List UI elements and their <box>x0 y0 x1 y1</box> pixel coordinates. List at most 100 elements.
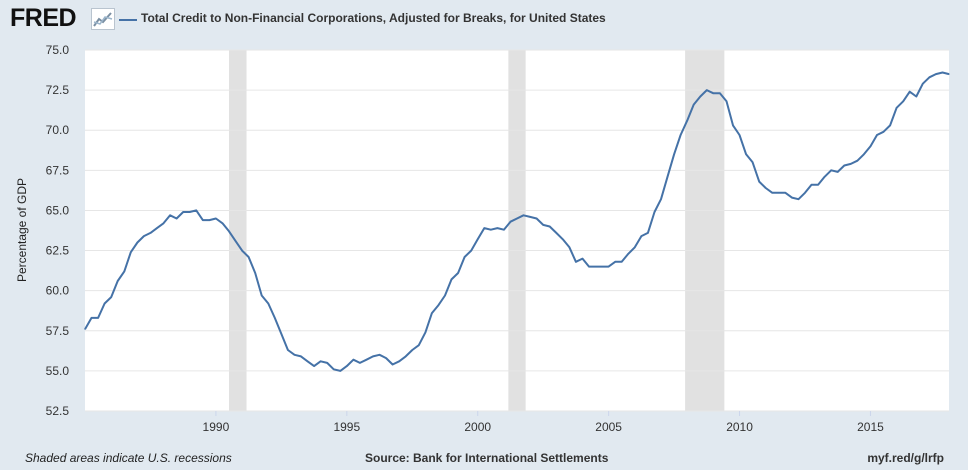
data-point <box>483 227 485 229</box>
data-point <box>686 119 688 122</box>
data-point <box>778 192 780 194</box>
data-point <box>424 331 426 333</box>
data-point <box>221 222 224 224</box>
data-point <box>215 217 217 220</box>
y-axis-ticks: 52.5 55.0 57.5 60.0 62.5 65.0 67.5 70.0 72.5 75.0 <box>46 43 70 418</box>
data-point <box>837 171 839 173</box>
x-tick-label: 2000 <box>464 420 491 434</box>
data-point <box>320 360 322 362</box>
data-point <box>876 134 878 136</box>
data-point <box>326 362 328 364</box>
data-point <box>719 92 721 94</box>
data-point <box>935 73 937 75</box>
data-point <box>136 241 138 244</box>
data-point <box>817 184 819 186</box>
data-point <box>909 91 911 93</box>
data-point <box>104 302 106 305</box>
data-point <box>588 266 590 268</box>
data-point <box>771 192 773 194</box>
data-point <box>758 180 760 183</box>
series-layer <box>84 71 950 372</box>
x-tick-label: 1995 <box>333 420 360 434</box>
data-point <box>490 229 492 231</box>
data-point <box>562 238 564 240</box>
data-point <box>568 246 570 248</box>
data-point <box>804 192 806 194</box>
data-point <box>725 100 728 102</box>
y-tick-label: 57.5 <box>46 324 70 338</box>
legend-swatch <box>119 19 137 21</box>
data-point <box>398 360 400 362</box>
data-point <box>189 211 191 213</box>
data-point <box>261 294 263 297</box>
data-point <box>594 266 597 268</box>
data-point <box>706 89 708 91</box>
data-point <box>869 145 872 147</box>
gridlines <box>85 49 949 412</box>
data-point <box>418 344 420 346</box>
data-point <box>385 357 387 359</box>
data-point <box>267 302 269 305</box>
data-point <box>784 192 786 194</box>
data-point <box>653 211 656 213</box>
data-point <box>411 349 413 351</box>
data-point <box>405 355 407 358</box>
data-point <box>647 232 649 234</box>
data-point <box>162 222 165 224</box>
data-point <box>928 76 930 78</box>
data-point <box>208 219 210 221</box>
data-point <box>149 232 152 234</box>
y-axis-title: Percentage of GDP <box>15 178 29 282</box>
x-axis-ticks: 1990 1995 2000 2005 2010 2015 <box>203 411 884 434</box>
data-point <box>896 107 898 109</box>
data-point <box>110 296 112 298</box>
recession-band-2 <box>508 50 526 411</box>
data-point <box>202 219 204 221</box>
data-point <box>863 153 865 155</box>
data-point <box>536 217 538 220</box>
data-point <box>608 266 610 268</box>
data-point <box>280 333 282 335</box>
data-point <box>601 266 603 268</box>
data-point <box>143 235 145 237</box>
data-point <box>333 368 335 370</box>
y-tick-label: 62.5 <box>46 244 70 258</box>
data-point <box>575 261 577 263</box>
data-point <box>496 227 498 229</box>
data-point <box>850 163 852 165</box>
data-point <box>234 240 237 242</box>
data-point <box>477 238 479 240</box>
data-point <box>241 249 243 252</box>
data-point <box>117 280 119 282</box>
data-point <box>352 359 354 361</box>
data-point <box>228 230 230 232</box>
data-point <box>948 73 950 75</box>
data-point <box>712 92 714 94</box>
data-point <box>791 197 793 199</box>
data-point <box>581 257 584 260</box>
data-point <box>503 229 505 231</box>
x-tick-label: 2010 <box>726 420 753 434</box>
data-point <box>745 153 747 155</box>
x-tick-label: 2005 <box>595 420 622 434</box>
data-point <box>640 235 642 237</box>
data-point <box>922 83 924 85</box>
data-point <box>274 317 276 319</box>
data-point <box>90 317 93 319</box>
data-point <box>732 124 734 127</box>
data-point <box>97 317 99 319</box>
short-link[interactable]: myf.red/g/lrfp <box>867 451 944 465</box>
y-tick-label: 65.0 <box>46 203 70 217</box>
y-tick-label: 70.0 <box>46 123 70 137</box>
data-point <box>529 216 531 218</box>
y-tick-label: 72.5 <box>46 83 70 97</box>
legend-series-label[interactable]: Total Credit to Non-Financial Corporatio… <box>141 11 606 25</box>
data-point <box>254 272 256 274</box>
data-point <box>195 209 197 212</box>
data-point <box>123 270 125 273</box>
fred-logo[interactable]: FRED <box>10 4 77 32</box>
data-point <box>660 198 662 200</box>
data-point <box>555 232 557 234</box>
data-point <box>549 225 551 228</box>
